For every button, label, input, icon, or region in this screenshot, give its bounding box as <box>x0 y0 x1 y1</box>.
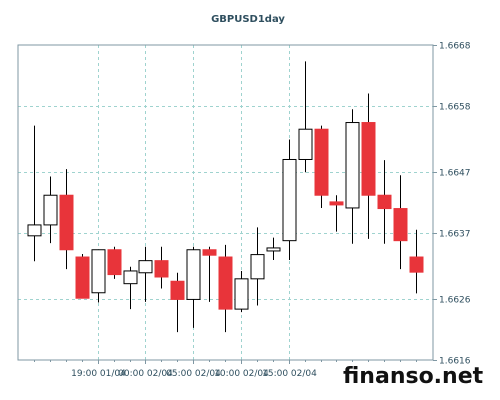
candle <box>393 175 408 270</box>
x-tick-label: 05:00 02/04 <box>166 369 221 379</box>
candle-body-down <box>393 208 408 242</box>
candle-body-down <box>377 194 392 210</box>
candle <box>409 229 424 294</box>
x-tick-label: 15:00 02/04 <box>262 369 317 379</box>
candle <box>345 109 360 244</box>
candle <box>75 253 90 299</box>
candle <box>154 246 169 289</box>
candle <box>43 176 58 244</box>
y-tick-label: 1.6647 <box>439 169 471 179</box>
watermark: finanso.net <box>343 364 484 389</box>
candle <box>123 266 138 310</box>
y-axis: 1.6616 1.6626 1.6637 1.6647 1.6658 1.6668 <box>433 42 471 367</box>
x-tick-label: 19:00 01/04 <box>71 369 126 379</box>
candle <box>202 246 217 302</box>
x-tick-label: 10:00 02/04 <box>214 369 269 379</box>
y-tick-label: 1.6626 <box>439 296 471 306</box>
candle-body-down <box>59 194 74 251</box>
candle <box>282 139 297 261</box>
candle <box>250 227 265 306</box>
candle-body-down <box>170 280 185 300</box>
y-tick-label: 1.6637 <box>439 230 471 240</box>
y-tick-label: 1.6616 <box>439 357 471 367</box>
candle-body-up <box>43 194 58 226</box>
candle-body-down <box>314 128 329 196</box>
candle-body-up <box>91 249 106 294</box>
candle <box>361 93 376 239</box>
candle-body-down <box>361 122 376 196</box>
chart-title: GBPUSD1day <box>211 14 285 25</box>
candle-body-up <box>345 122 360 209</box>
candle <box>234 270 249 313</box>
candle-body-up <box>282 158 297 242</box>
candle <box>377 160 392 244</box>
candle <box>91 249 106 303</box>
candle-body-down <box>154 260 169 278</box>
candle-body-up <box>266 247 281 252</box>
candles <box>27 61 424 333</box>
candle <box>329 195 344 232</box>
candle <box>138 246 153 302</box>
candle-body-up <box>250 254 265 280</box>
candle <box>218 244 233 333</box>
candle <box>107 246 122 279</box>
candle-body-up <box>234 278 249 310</box>
candle <box>186 246 201 328</box>
candle-body-down <box>75 256 90 299</box>
candle-body-up <box>123 270 138 285</box>
candle <box>170 272 185 333</box>
candle-body-up <box>186 249 201 300</box>
candle <box>59 169 74 270</box>
candle-body-up <box>27 224 42 237</box>
candle <box>27 125 42 262</box>
candle-body-up <box>298 128 313 160</box>
candle-body-down <box>329 201 344 206</box>
candle-body-down <box>409 256 424 273</box>
x-tick-label: 00:00 02/04 <box>118 369 173 379</box>
candle-body-up <box>138 260 153 274</box>
candle-body-down <box>218 256 233 310</box>
y-tick-label: 1.6658 <box>439 103 471 113</box>
y-tick-label: 1.6668 <box>439 42 471 52</box>
candle <box>298 61 313 173</box>
candle-body-down <box>107 249 122 276</box>
candle <box>266 237 281 261</box>
candle <box>314 125 329 208</box>
candle-body-down <box>202 249 217 256</box>
